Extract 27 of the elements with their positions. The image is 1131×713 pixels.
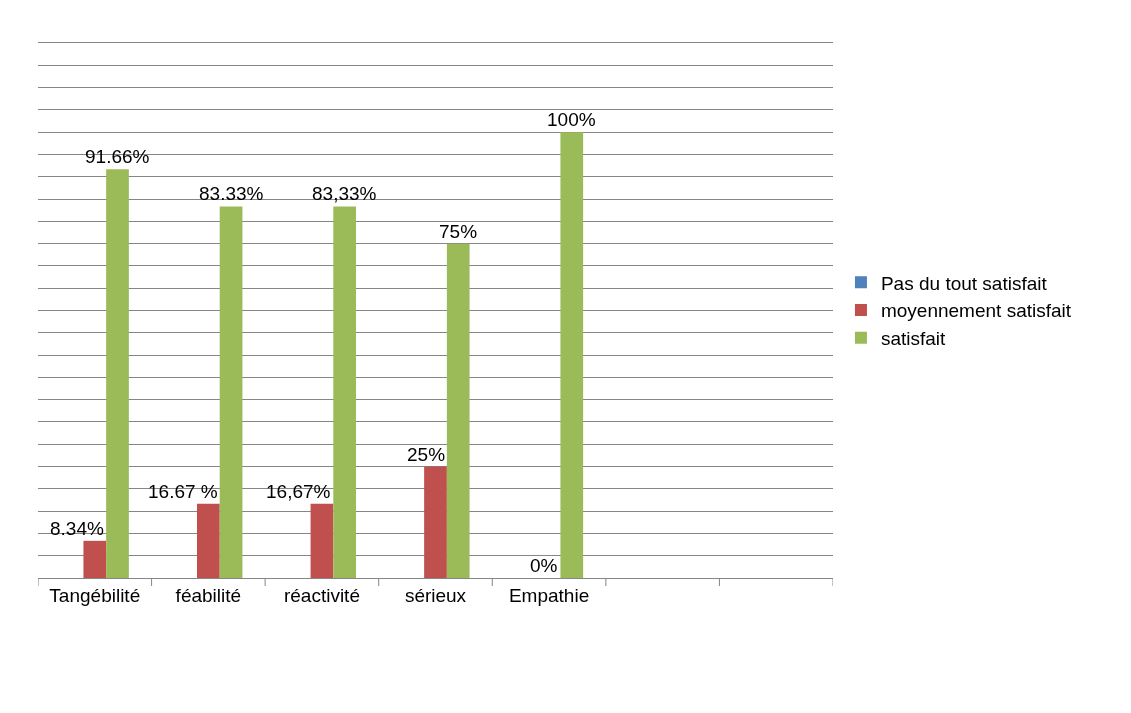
data-label: 16.67 % — [148, 481, 218, 502]
legend-label: satisfait — [880, 328, 947, 350]
bar — [106, 169, 129, 578]
x-tick-label: Empathie — [508, 584, 590, 606]
bar — [310, 503, 334, 578]
data-label: 16,67% — [266, 481, 331, 502]
legend-label: moyennement satisfait — [880, 300, 1072, 322]
bar — [424, 466, 447, 578]
data-label: 8.34% — [50, 518, 104, 539]
legend-label: Pas du tout satisfait — [880, 272, 1048, 294]
data-label: 83.33% — [199, 183, 264, 204]
data-label: 0% — [530, 555, 558, 576]
data-label: 100% — [547, 109, 596, 130]
bar — [219, 206, 243, 578]
x-tick-label: sérieux — [404, 584, 467, 606]
data-label: 75% — [439, 221, 478, 242]
bar — [560, 132, 584, 578]
bar — [83, 540, 107, 578]
x-tick-label: féabilité — [175, 584, 242, 606]
x-tick-label: réactivité — [283, 584, 360, 606]
x-tick-label: Tangébilité — [49, 584, 141, 606]
data-label: 25% — [407, 444, 446, 465]
bar — [446, 243, 470, 578]
bar — [333, 206, 356, 578]
data-label: 83,33% — [312, 183, 377, 204]
data-label: 91.66% — [85, 146, 150, 167]
bar — [197, 503, 220, 578]
